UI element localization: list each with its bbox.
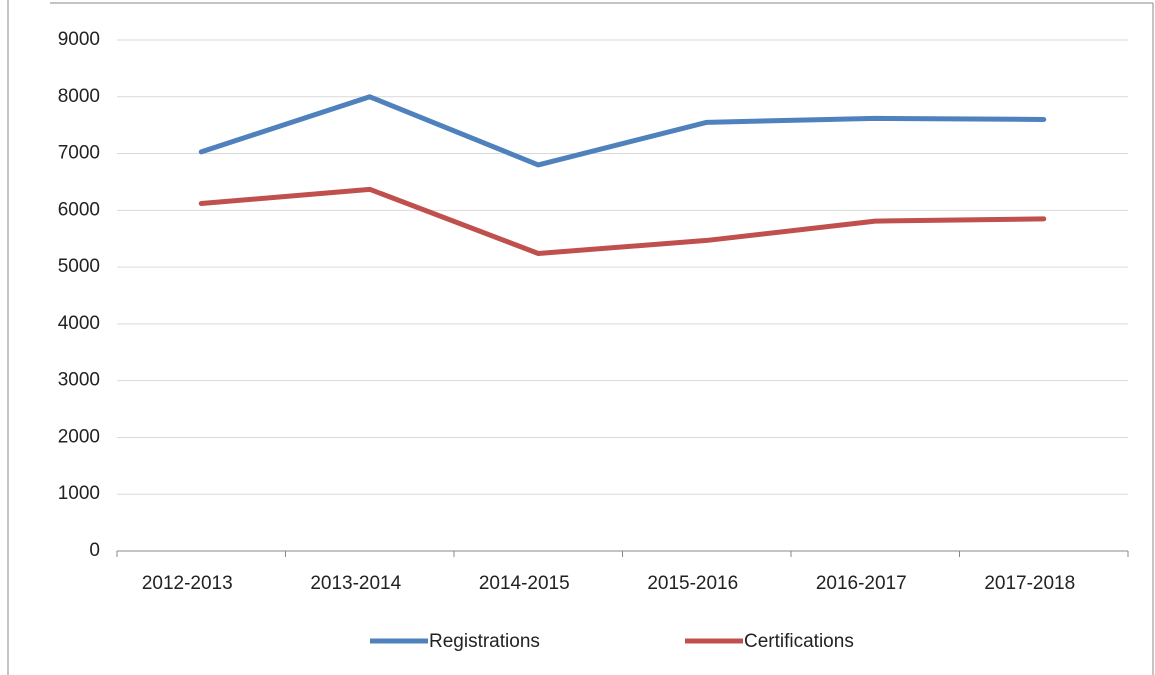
y-tick-label: 6000 bbox=[58, 199, 100, 220]
y-tick-label: 9000 bbox=[58, 29, 100, 50]
x-tick-label: 2016-2017 bbox=[816, 573, 907, 594]
y-tick-label: 8000 bbox=[58, 86, 100, 107]
x-tick-label: 2014-2015 bbox=[479, 573, 570, 594]
y-tick-label: 5000 bbox=[58, 256, 100, 277]
y-tick-label: 2000 bbox=[58, 426, 100, 447]
x-tick-label: 2012-2013 bbox=[142, 573, 233, 594]
series-line bbox=[198, 186, 1047, 256]
y-tick-label: 1000 bbox=[58, 483, 100, 504]
x-tick-label: 2015-2016 bbox=[647, 573, 738, 594]
x-tick-label: 2013-2014 bbox=[310, 573, 401, 594]
series-line bbox=[198, 94, 1047, 168]
legend-label: Registrations bbox=[429, 631, 540, 652]
y-tick-label: 3000 bbox=[58, 370, 100, 391]
y-tick-label: 4000 bbox=[58, 313, 100, 334]
x-tick-label: 2017-2018 bbox=[984, 573, 1075, 594]
legend-label: Certifications bbox=[744, 631, 854, 652]
y-tick-label: 0 bbox=[89, 540, 100, 561]
y-tick-label: 7000 bbox=[58, 143, 100, 164]
